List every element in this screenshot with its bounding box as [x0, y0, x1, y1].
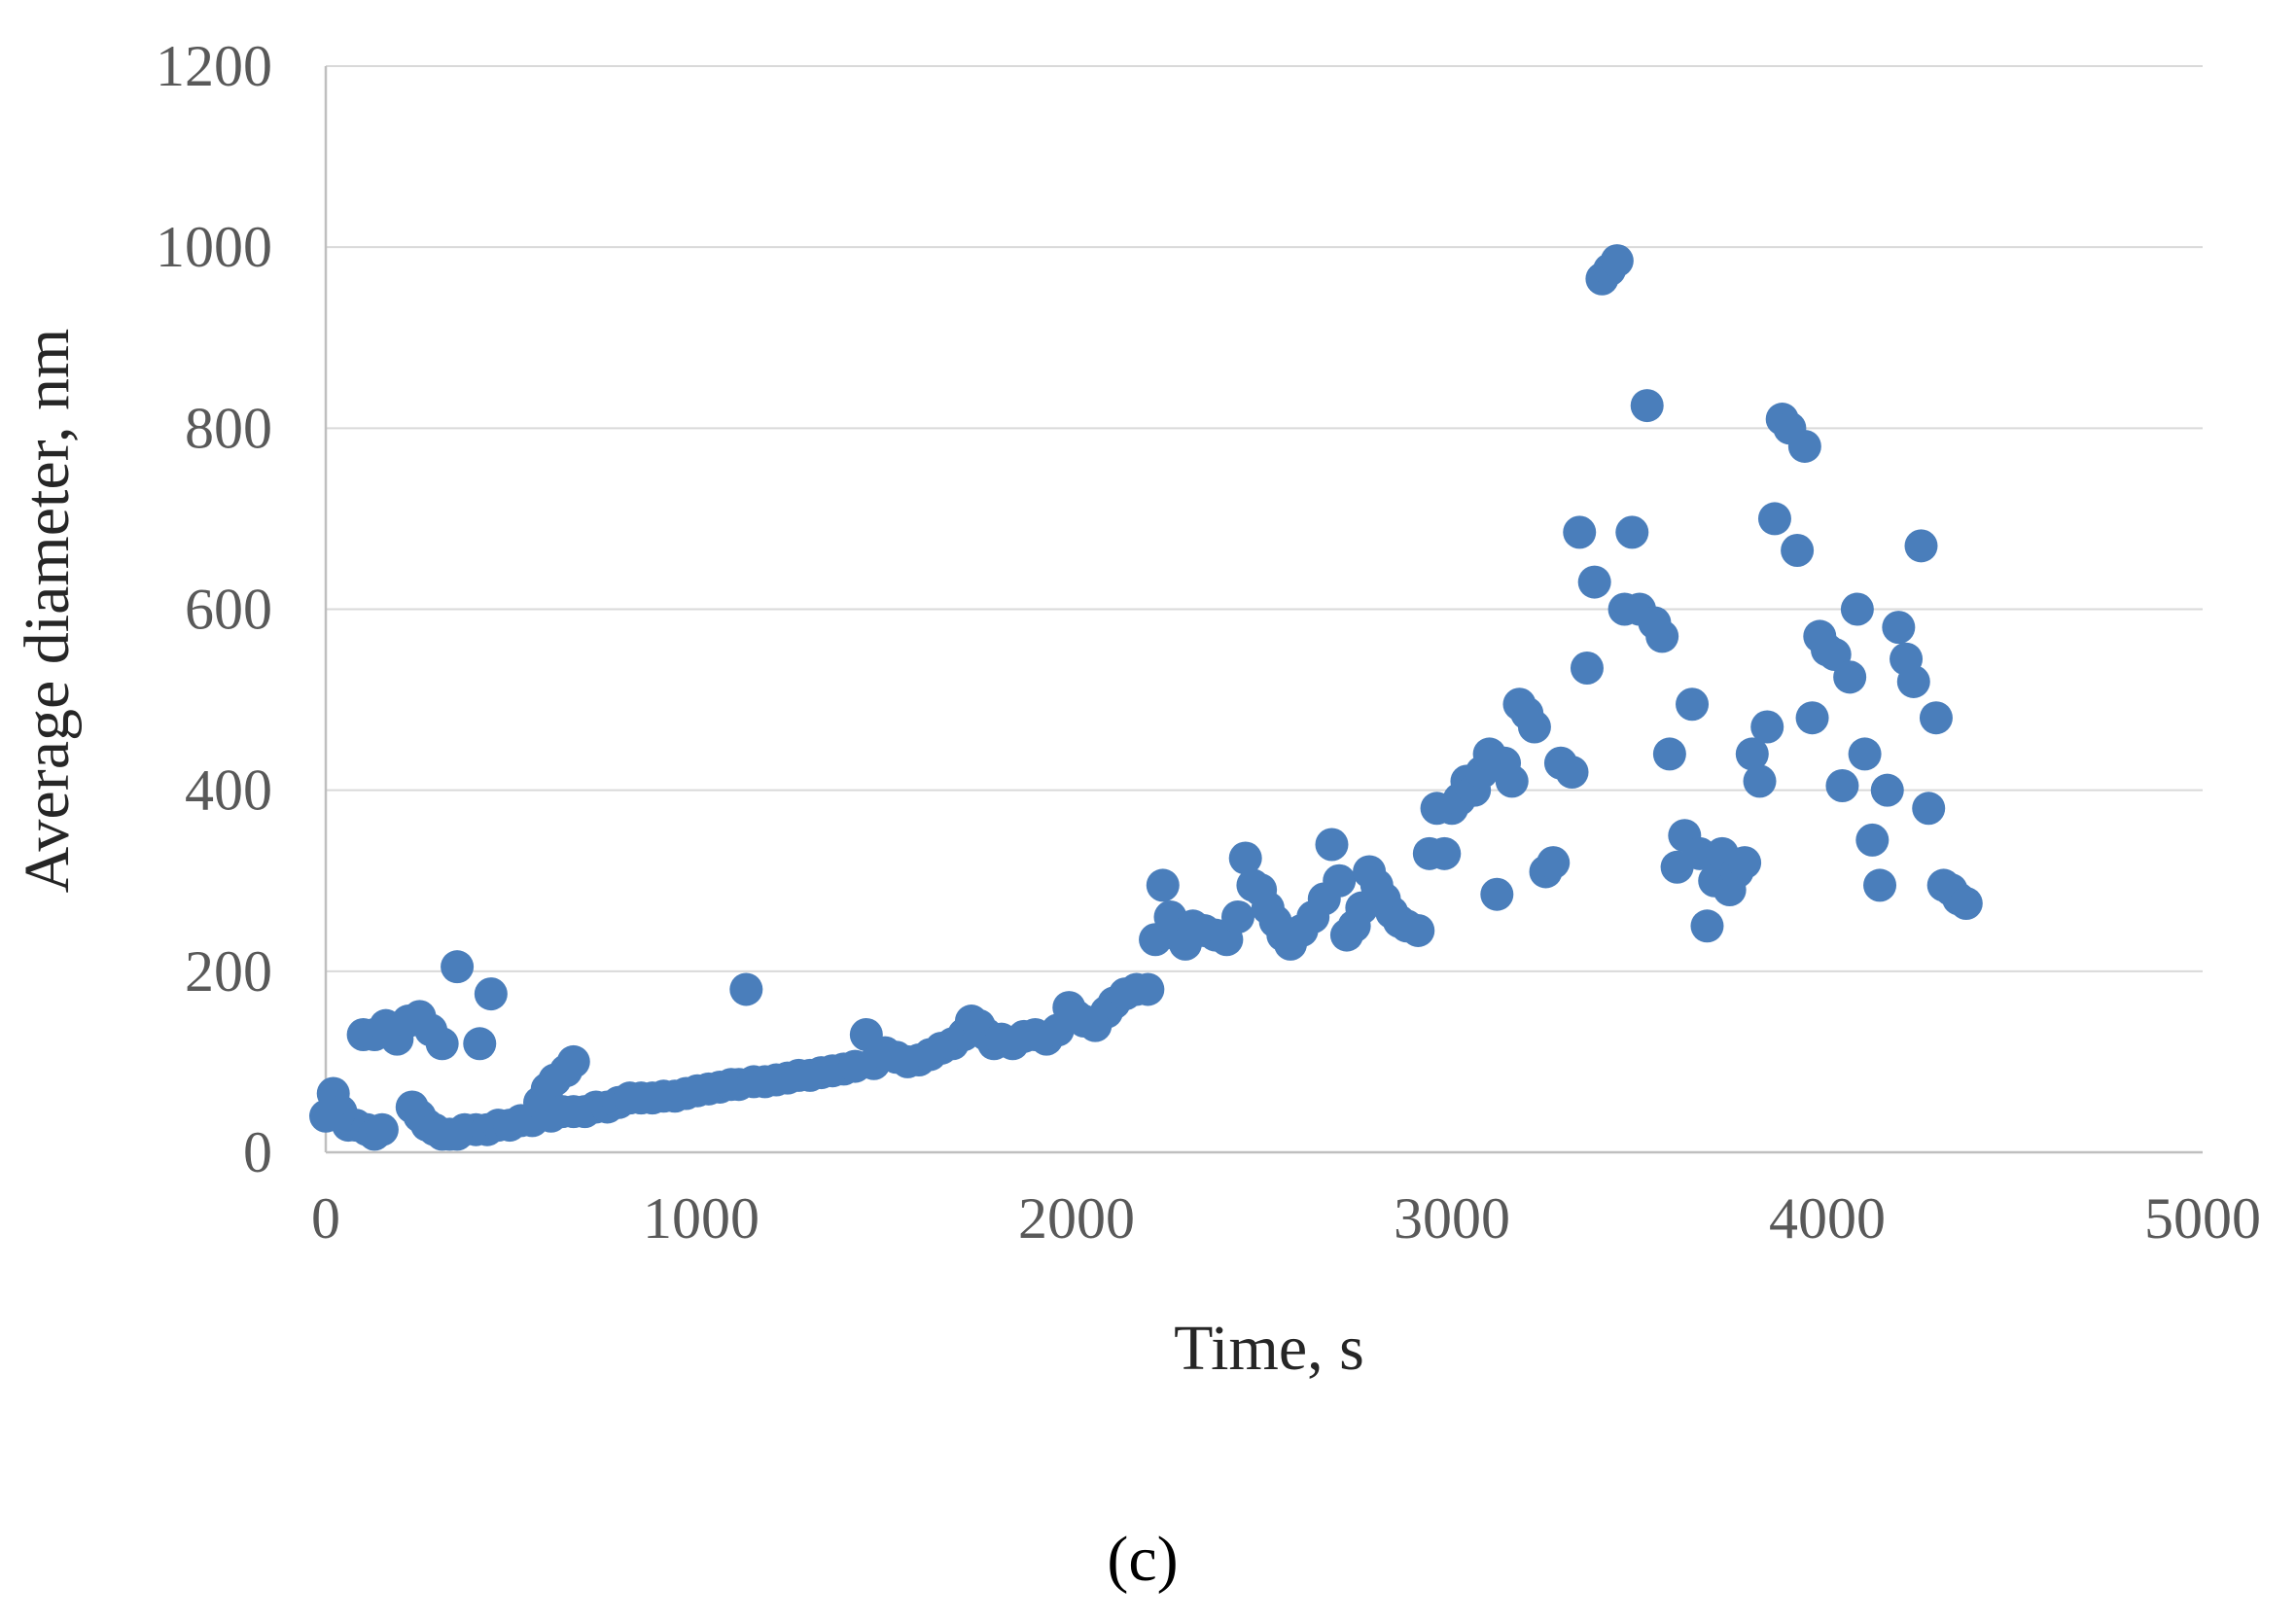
data-point [1781, 533, 1815, 567]
x-tick-label: 1000 [643, 1186, 759, 1251]
data-point [1131, 972, 1165, 1006]
data-point [556, 1044, 590, 1078]
y-tick-label: 0 [243, 1120, 272, 1184]
y-tick-label: 400 [185, 758, 272, 823]
data-point [1690, 909, 1724, 943]
data-point [1577, 565, 1611, 599]
data-points [309, 244, 1983, 1151]
data-point [1795, 701, 1829, 735]
data-point [1728, 846, 1762, 880]
data-point [1563, 515, 1597, 549]
data-point [1428, 836, 1462, 870]
data-point [1517, 710, 1551, 744]
x-tick-label: 5000 [2144, 1186, 2261, 1251]
data-point [1570, 652, 1604, 686]
x-axis-title: Time, s [1174, 1313, 1364, 1384]
y-tick-label: 800 [185, 396, 272, 460]
data-point [1757, 502, 1791, 536]
data-point [1555, 756, 1589, 790]
gridlines [326, 65, 2203, 972]
data-point [1919, 701, 1953, 735]
x-tick-label: 4000 [1769, 1186, 1886, 1251]
data-point [1676, 687, 1710, 722]
data-point [1645, 619, 1679, 653]
data-point [1825, 769, 1859, 803]
y-axis-title: Average diameter, nm [12, 329, 83, 894]
data-point [1220, 899, 1254, 934]
x-tick-label: 0 [311, 1186, 340, 1251]
data-point [1228, 841, 1262, 875]
y-tick-label: 1000 [156, 215, 272, 279]
data-point [1537, 846, 1571, 880]
data-point [1848, 737, 1882, 771]
data-point [474, 977, 508, 1011]
data-point [1863, 868, 1897, 902]
data-point [1840, 592, 1874, 626]
y-tick-label: 1200 [156, 34, 272, 98]
data-point [425, 1027, 459, 1061]
data-point [1904, 529, 1938, 563]
data-point [1480, 877, 1514, 911]
data-point [1743, 764, 1777, 798]
y-tick-label: 200 [185, 939, 272, 1004]
data-point [1652, 737, 1686, 771]
data-point [1949, 887, 1983, 921]
data-point [365, 1112, 399, 1146]
data-point [1495, 764, 1529, 798]
data-point [1855, 823, 1890, 857]
data-point [1896, 664, 1930, 698]
data-point [463, 1027, 497, 1061]
data-point [1600, 244, 1634, 278]
axes [324, 66, 2203, 1154]
data-point [1912, 792, 1946, 826]
data-point [1630, 389, 1664, 423]
data-point [1735, 737, 1769, 771]
y-tick-labels: 0 200 400 600 800 1000 1200 [156, 34, 272, 1184]
panel-label: (c) [1107, 1524, 1178, 1595]
x-tick-label: 2000 [1018, 1186, 1135, 1251]
data-point [1146, 868, 1180, 902]
y-tick-label: 600 [185, 578, 272, 642]
data-point [1787, 429, 1821, 463]
x-tick-label: 3000 [1394, 1186, 1510, 1251]
data-point [1750, 710, 1784, 744]
data-point [1870, 773, 1904, 807]
data-point [1882, 611, 1916, 645]
data-point [1833, 660, 1867, 694]
data-point [1323, 863, 1357, 898]
x-tick-labels: 0 1000 2000 3000 4000 5000 [311, 1186, 2261, 1251]
data-point [1615, 515, 1649, 549]
data-point [441, 950, 475, 984]
data-point [1401, 913, 1435, 947]
data-point [729, 972, 763, 1006]
data-point [1315, 828, 1349, 862]
